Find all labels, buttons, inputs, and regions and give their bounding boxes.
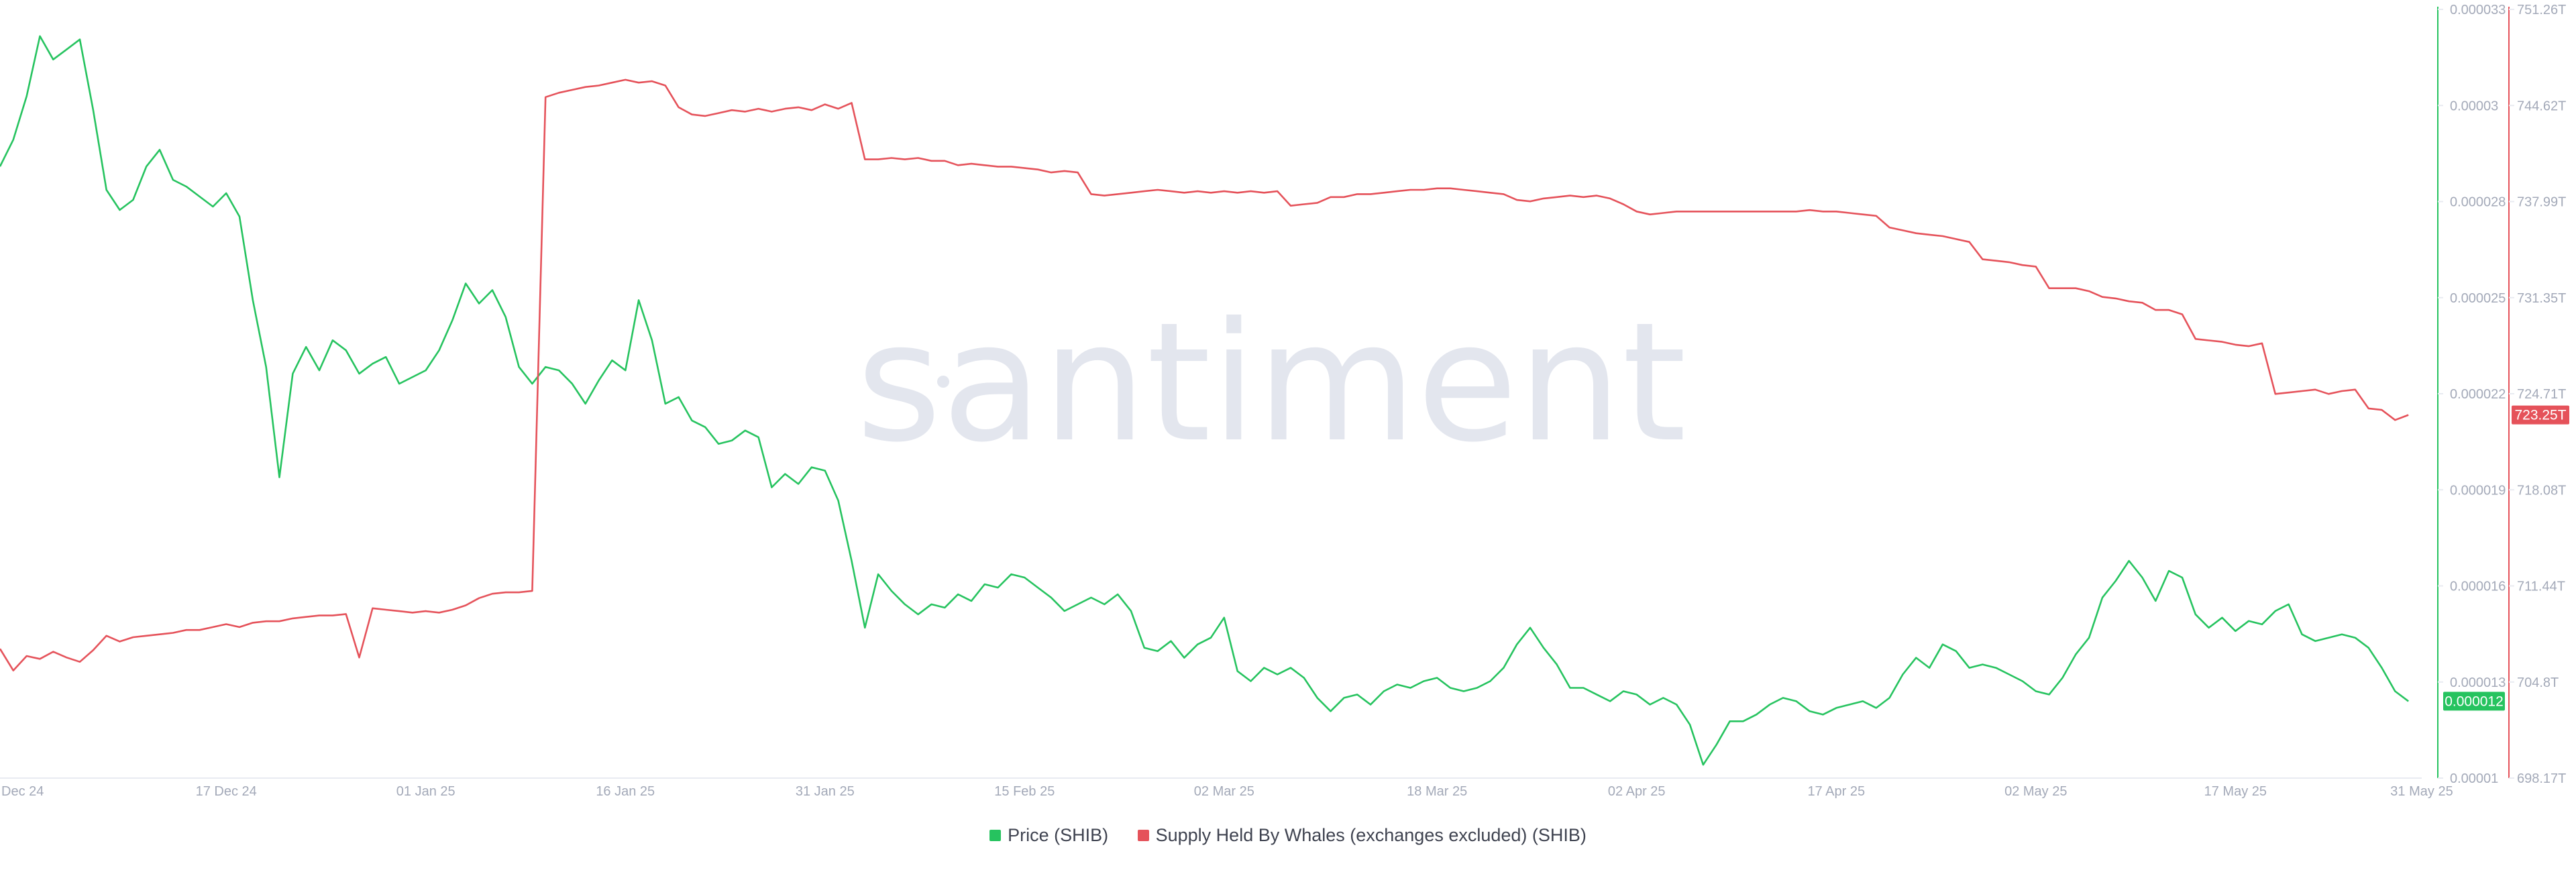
x-tick-label: 17 Dec 24 <box>196 784 257 799</box>
axes-layer: 01 Dec 24 17 Dec 24 01 Jan 25 16 Jan 25 31 J… <box>0 3 2569 799</box>
x-tick-label: 02 Apr 25 <box>1608 784 1666 799</box>
legend-label-whales: Supply Held By Whales (exchanges exclude… <box>1155 825 1587 845</box>
x-tick-label: 31 May 25 <box>2390 784 2453 799</box>
x-tick-label: 17 Apr 25 <box>1807 784 1865 799</box>
x-tick-label: 16 Jan 25 <box>596 784 655 799</box>
price-current-badge <box>2443 692 2505 711</box>
whales-axis-tick-label: 711.44T <box>2517 580 2565 594</box>
x-tick-label: 02 May 25 <box>2004 784 2067 799</box>
legend-swatch-price <box>989 830 1002 841</box>
whales-axis-tick-label: 718.08T <box>2517 483 2566 498</box>
x-tick-label: 01 Jan 25 <box>396 784 455 799</box>
legend-item-whales[interactable]: Supply Held By Whales (exchanges exclude… <box>1137 825 1587 846</box>
whales-series-line <box>0 78 2409 671</box>
whales-current-label: 723.25T <box>2514 408 2566 423</box>
whales-axis-tick-label: 704.8T <box>2517 675 2559 690</box>
price-axis-tick-label: 0.000016 <box>2450 580 2506 594</box>
whales-axis-tick-label: 724.71T <box>2517 387 2566 402</box>
whales-current-badge <box>2512 405 2569 425</box>
whales-axis-tick-label: 737.99T <box>2517 195 2566 210</box>
price-axis-tick-label: 0.00001 <box>2450 771 2498 786</box>
x-tick-label: 02 Mar 25 <box>1194 784 1254 799</box>
price-axis-tick-label: 0.000013 <box>2450 675 2506 690</box>
price-axis-tick-label: 0.000019 <box>2450 483 2506 498</box>
whales-axis-tick-label: 698.17T <box>2517 771 2566 786</box>
chart-canvas: santiment 01 Dec 24 17 Dec 24 01 Jan 25 16 … <box>0 3 2569 799</box>
legend-label-price: Price (SHIB) <box>1008 825 1109 845</box>
whales-axis-tick-label: 731.35T <box>2517 291 2566 306</box>
price-axis-tick-label: 0.000028 <box>2450 195 2506 210</box>
x-tick-label: 15 Feb 25 <box>994 784 1055 799</box>
legend-item-price[interactable]: Price (SHIB) <box>989 825 1108 846</box>
x-tick-label: 31 Jan 25 <box>796 784 855 799</box>
x-tick-label: 01 Dec 24 <box>0 784 44 799</box>
price-axis-tick-label: 0.00003 <box>2450 99 2498 113</box>
x-tick-label: 17 May 25 <box>2204 784 2267 799</box>
price-series-line <box>0 35 2409 766</box>
price-axis-tick-label: 0.000022 <box>2450 387 2506 402</box>
legend: Price (SHIB) Supply Held By Whales (exch… <box>0 825 2576 846</box>
price-axis-tick-label: 0.000033 <box>2450 3 2506 17</box>
whales-axis-tick-label: 751.26T <box>2517 3 2566 17</box>
santiment-watermark: santiment <box>856 287 1686 478</box>
whales-axis-tick-label: 744.62T <box>2517 99 2566 113</box>
x-tick-label: 18 Mar 25 <box>1407 784 1467 799</box>
legend-swatch-whales <box>1137 830 1149 841</box>
price-axis-tick-label: 0.000025 <box>2450 291 2506 306</box>
series-layer <box>0 35 2409 766</box>
price-current-label: 0.000012 <box>2445 694 2504 709</box>
watermark-dot-left <box>937 376 949 388</box>
watermark-dot-right <box>1595 376 1607 388</box>
